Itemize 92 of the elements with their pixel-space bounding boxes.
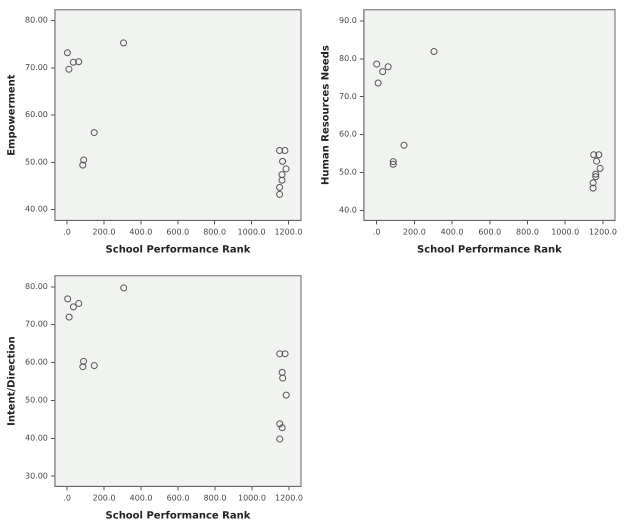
x-tick-label: .0	[63, 493, 71, 502]
point	[282, 350, 289, 358]
point	[120, 284, 128, 292]
y-tick-label: 50.00	[24, 157, 48, 166]
x-tick-label: 1200.0	[274, 227, 302, 236]
point	[70, 58, 77, 66]
y-tick-label: 30.00	[24, 471, 48, 480]
point	[596, 164, 604, 172]
point	[593, 158, 600, 165]
x-tick-label: 400.0	[129, 227, 152, 236]
y-axis-title: Human Resources Needs	[320, 45, 332, 186]
point	[276, 436, 284, 443]
point	[400, 142, 408, 149]
x-tick-label: 400.0	[440, 227, 464, 236]
point	[384, 63, 392, 70]
point	[590, 151, 598, 158]
point	[282, 392, 290, 399]
point	[80, 156, 88, 164]
point	[90, 129, 98, 136]
y-tick-label: 80.00	[24, 16, 48, 25]
point	[278, 424, 286, 432]
point	[390, 160, 397, 168]
x-axis-title: School Performance Rank	[106, 244, 251, 256]
point	[379, 68, 386, 76]
point	[278, 368, 286, 376]
point	[373, 60, 380, 68]
point	[120, 39, 128, 46]
x-tick-label: 200.0	[402, 227, 426, 236]
x-tick-label: 200.0	[92, 227, 116, 236]
point	[279, 374, 286, 382]
point	[64, 49, 71, 56]
point	[595, 151, 602, 158]
x-tick-label: 800.0	[204, 493, 226, 502]
y-tick-label: 90.0	[339, 16, 357, 25]
y-tick-label: 40.00	[24, 204, 48, 214]
x-tick-label: 200.0	[92, 493, 116, 502]
x-axis-title: School Performance Rank	[106, 510, 251, 522]
x-tick-label: 800.0	[516, 227, 539, 236]
point	[592, 170, 600, 178]
point	[276, 350, 284, 358]
x-tick-label: 1000.0	[238, 493, 266, 502]
point	[390, 158, 397, 166]
y-tick-label: 40.00	[24, 433, 48, 442]
x-tick-label: 600.0	[166, 227, 190, 236]
point	[79, 363, 86, 370]
point	[79, 162, 86, 169]
y-tick-label: 70.00	[24, 62, 48, 72]
point	[590, 179, 597, 186]
x-tick-label: .0	[63, 227, 71, 236]
point	[282, 165, 290, 172]
y-tick-label: 80.0	[339, 54, 357, 63]
y-tick-label: 70.0	[339, 92, 357, 101]
point	[281, 147, 288, 154]
point	[276, 184, 284, 191]
point	[374, 80, 382, 87]
point	[276, 420, 284, 428]
y-tick-label: 60.00	[24, 358, 48, 367]
x-tick-label: 600.0	[166, 493, 190, 502]
x-tick-label: .0	[372, 227, 380, 236]
point	[80, 358, 88, 365]
y-tick-label: 40.0	[339, 206, 357, 215]
y-tick-label: 50.0	[339, 168, 357, 177]
point	[592, 173, 600, 180]
point	[90, 362, 98, 370]
x-tick-label: 1200.0	[588, 227, 617, 236]
y-tick-label: 80.00	[24, 282, 48, 291]
y-tick-label: 60.00	[24, 110, 48, 120]
point	[75, 300, 82, 307]
point	[66, 314, 73, 321]
x-tick-label: 1200.0	[274, 493, 303, 502]
y-axis-title: Intent/Direction	[6, 336, 18, 426]
point	[70, 303, 77, 310]
x-tick-label: 400.0	[130, 493, 153, 502]
x-tick-label: 1000.0	[551, 227, 580, 236]
x-tick-label: 1000.0	[238, 227, 266, 236]
y-tick-label: 60.0	[339, 130, 357, 139]
point	[279, 158, 286, 165]
point	[65, 66, 72, 73]
x-tick-label: 800.0	[203, 227, 226, 236]
y-tick-label: 50.00	[24, 395, 48, 404]
point	[590, 184, 597, 192]
x-axis-title: School Performance Rank	[417, 244, 562, 256]
y-tick-label: 70.00	[24, 320, 48, 329]
y-axis-title: Empowerment	[6, 74, 18, 156]
point	[64, 295, 72, 302]
point	[278, 171, 286, 178]
point	[276, 190, 284, 198]
x-tick-label: 600.0	[478, 227, 502, 236]
point	[276, 147, 284, 154]
point	[75, 58, 82, 66]
point	[278, 176, 286, 184]
point	[430, 48, 438, 56]
